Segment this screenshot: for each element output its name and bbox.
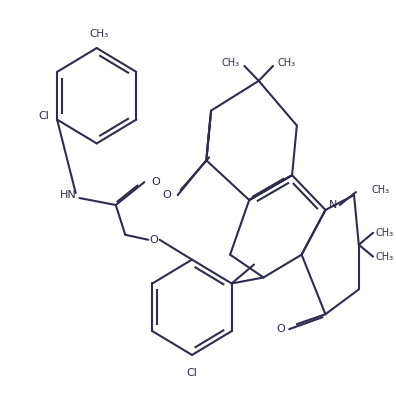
Text: N: N <box>329 200 337 210</box>
Text: O: O <box>151 177 160 187</box>
Text: CH₃: CH₃ <box>376 252 394 262</box>
Text: CH₃: CH₃ <box>221 58 240 68</box>
Text: CH₃: CH₃ <box>371 185 389 195</box>
Text: O: O <box>276 324 285 334</box>
Text: CH₃: CH₃ <box>89 29 108 39</box>
Text: Cl: Cl <box>187 368 198 378</box>
Text: CH₃: CH₃ <box>376 228 394 238</box>
Text: CH₃: CH₃ <box>278 58 296 68</box>
Text: O: O <box>162 190 171 200</box>
Text: O: O <box>150 235 158 245</box>
Text: HN: HN <box>60 190 76 200</box>
Text: Cl: Cl <box>38 111 49 121</box>
